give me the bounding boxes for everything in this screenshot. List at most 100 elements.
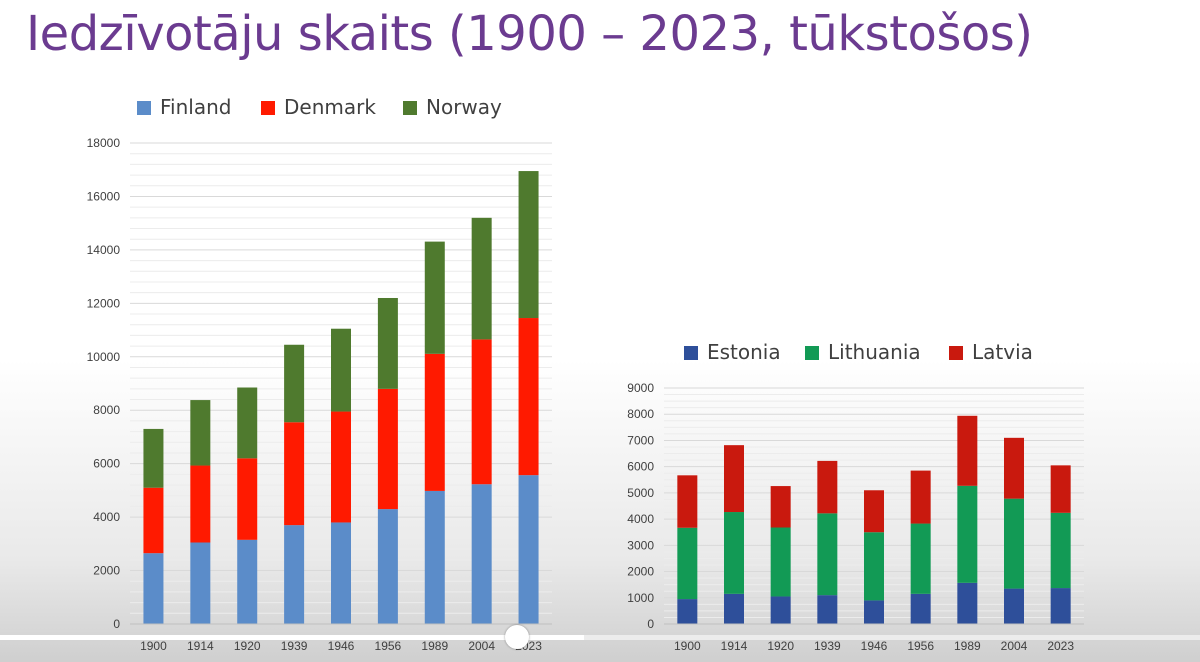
- x-tick-label: 1914: [721, 639, 748, 653]
- x-tick-label: 1900: [674, 639, 701, 653]
- x-tick-label: 1920: [234, 639, 261, 653]
- progress-track[interactable]: [0, 635, 1200, 640]
- bar-segment-norway-1956: [377, 297, 398, 389]
- bar-segment-estonia-1920: [770, 596, 791, 624]
- legend-label-norway: Norway: [426, 95, 502, 119]
- bar-segment-denmark-1956: [377, 388, 398, 510]
- x-tick-label: 1946: [861, 639, 888, 653]
- bar-segment-denmark-1939: [284, 422, 305, 526]
- bar-segment-denmark-2004: [471, 339, 492, 485]
- x-tick-label: 2004: [468, 639, 495, 653]
- bar-segment-estonia-1939: [817, 595, 838, 624]
- x-tick-label: 2023: [1047, 639, 1074, 653]
- x-tick-label: 1989: [421, 639, 448, 653]
- bar-segment-finland-1900: [143, 553, 164, 624]
- bar-segment-latvia-1956: [910, 470, 931, 524]
- video-progress-bar[interactable]: [0, 625, 1200, 649]
- bar-segment-norway-1939: [284, 344, 305, 423]
- bar-segment-lithuania-1920: [770, 527, 791, 597]
- bar-segment-latvia-1900: [677, 475, 698, 528]
- y-tick-label: 9000: [627, 381, 654, 395]
- y-tick-label: 16000: [87, 189, 121, 203]
- bar-segment-estonia-1914: [724, 593, 744, 624]
- bar-segment-latvia-1914: [724, 445, 744, 513]
- x-tick-label: 1956: [907, 639, 934, 653]
- bar-segment-lithuania-1939: [817, 513, 838, 596]
- bar-segment-finland-1956: [377, 509, 398, 624]
- bar-segment-lithuania-1956: [910, 523, 931, 594]
- bar-segment-norway-2023: [518, 171, 539, 319]
- y-tick-label: 3000: [627, 538, 654, 552]
- legend-label-estonia: Estonia: [707, 340, 781, 364]
- bar-segment-lithuania-1900: [677, 527, 698, 600]
- x-tick-label: 1989: [954, 639, 981, 653]
- bar-segment-finland-2023: [518, 475, 539, 624]
- bar-segment-norway-1920: [237, 387, 258, 459]
- y-tick-label: 7000: [627, 433, 654, 447]
- bar-segment-finland-1914: [190, 542, 211, 624]
- legend-swatch-finland: [137, 101, 151, 115]
- bar-segment-latvia-1946: [864, 490, 884, 533]
- bar-segment-norway-1946: [331, 328, 351, 412]
- bar-segment-denmark-1900: [143, 487, 164, 554]
- y-tick-label: 0: [113, 617, 120, 631]
- x-tick-label: 2004: [1001, 639, 1028, 653]
- legend-label-latvia: Latvia: [972, 340, 1033, 364]
- y-tick-label: 14000: [87, 243, 121, 257]
- bar-segment-estonia-1946: [864, 600, 884, 624]
- y-tick-label: 2000: [93, 564, 120, 578]
- legend-swatch-estonia: [684, 346, 698, 360]
- bar-segment-lithuania-1914: [724, 512, 744, 594]
- bar-segment-denmark-1946: [331, 411, 351, 523]
- progress-played: [0, 635, 584, 640]
- bar-segment-lithuania-2004: [1004, 498, 1024, 589]
- progress-scrubber-handle[interactable]: [505, 625, 529, 649]
- y-tick-label: 4000: [627, 512, 654, 526]
- y-tick-label: 0: [647, 617, 654, 631]
- bar-segment-denmark-1914: [190, 465, 211, 543]
- y-tick-label: 8000: [627, 407, 654, 421]
- legend-swatch-denmark: [261, 101, 275, 115]
- bar-segment-estonia-1900: [677, 599, 698, 624]
- bar-segment-finland-1939: [284, 525, 305, 624]
- bar-segment-finland-1946: [331, 522, 351, 624]
- bar-segment-norway-2004: [471, 217, 492, 340]
- bar-segment-denmark-1920: [237, 458, 258, 540]
- bar-segment-estonia-1989: [957, 582, 978, 624]
- bar-segment-lithuania-2023: [1050, 512, 1071, 589]
- bar-segment-denmark-1989: [424, 353, 445, 491]
- x-tick-label: 1914: [187, 639, 214, 653]
- legend-swatch-latvia: [949, 346, 963, 360]
- bar-segment-estonia-2004: [1004, 588, 1024, 624]
- y-tick-label: 8000: [93, 403, 120, 417]
- x-tick-label: 1900: [140, 639, 167, 653]
- y-tick-label: 10000: [87, 350, 121, 364]
- bar-segment-norway-1900: [143, 428, 164, 488]
- y-tick-label: 6000: [93, 457, 120, 471]
- x-tick-label: 1956: [375, 639, 402, 653]
- bar-segment-denmark-2023: [518, 318, 539, 476]
- bar-segment-finland-2004: [471, 484, 492, 624]
- bar-segment-lithuania-1989: [957, 485, 978, 583]
- x-tick-label: 1946: [328, 639, 355, 653]
- x-tick-label: 1939: [814, 639, 841, 653]
- y-tick-label: 2000: [627, 565, 654, 579]
- bar-segment-norway-1914: [190, 400, 211, 466]
- bar-segment-latvia-2023: [1050, 465, 1071, 513]
- x-tick-label: 1939: [281, 639, 308, 653]
- legend-label-lithuania: Lithuania: [828, 340, 921, 364]
- legend-swatch-norway: [403, 101, 417, 115]
- bar-segment-finland-1989: [424, 490, 445, 624]
- y-tick-label: 5000: [627, 486, 654, 500]
- slide-title: Iedzīvotāju skaits (1900 – 2023, tūkstoš…: [26, 6, 1033, 62]
- bar-segment-lithuania-1946: [864, 532, 884, 601]
- y-tick-label: 1000: [627, 591, 654, 605]
- legend-label-denmark: Denmark: [284, 95, 376, 119]
- bar-segment-norway-1989: [424, 241, 445, 354]
- bar-segment-latvia-1989: [957, 415, 978, 486]
- bar-segment-latvia-1939: [817, 460, 838, 514]
- bar-segment-latvia-2004: [1004, 437, 1024, 499]
- legend-swatch-lithuania: [805, 346, 819, 360]
- bar-segment-finland-1920: [237, 539, 258, 624]
